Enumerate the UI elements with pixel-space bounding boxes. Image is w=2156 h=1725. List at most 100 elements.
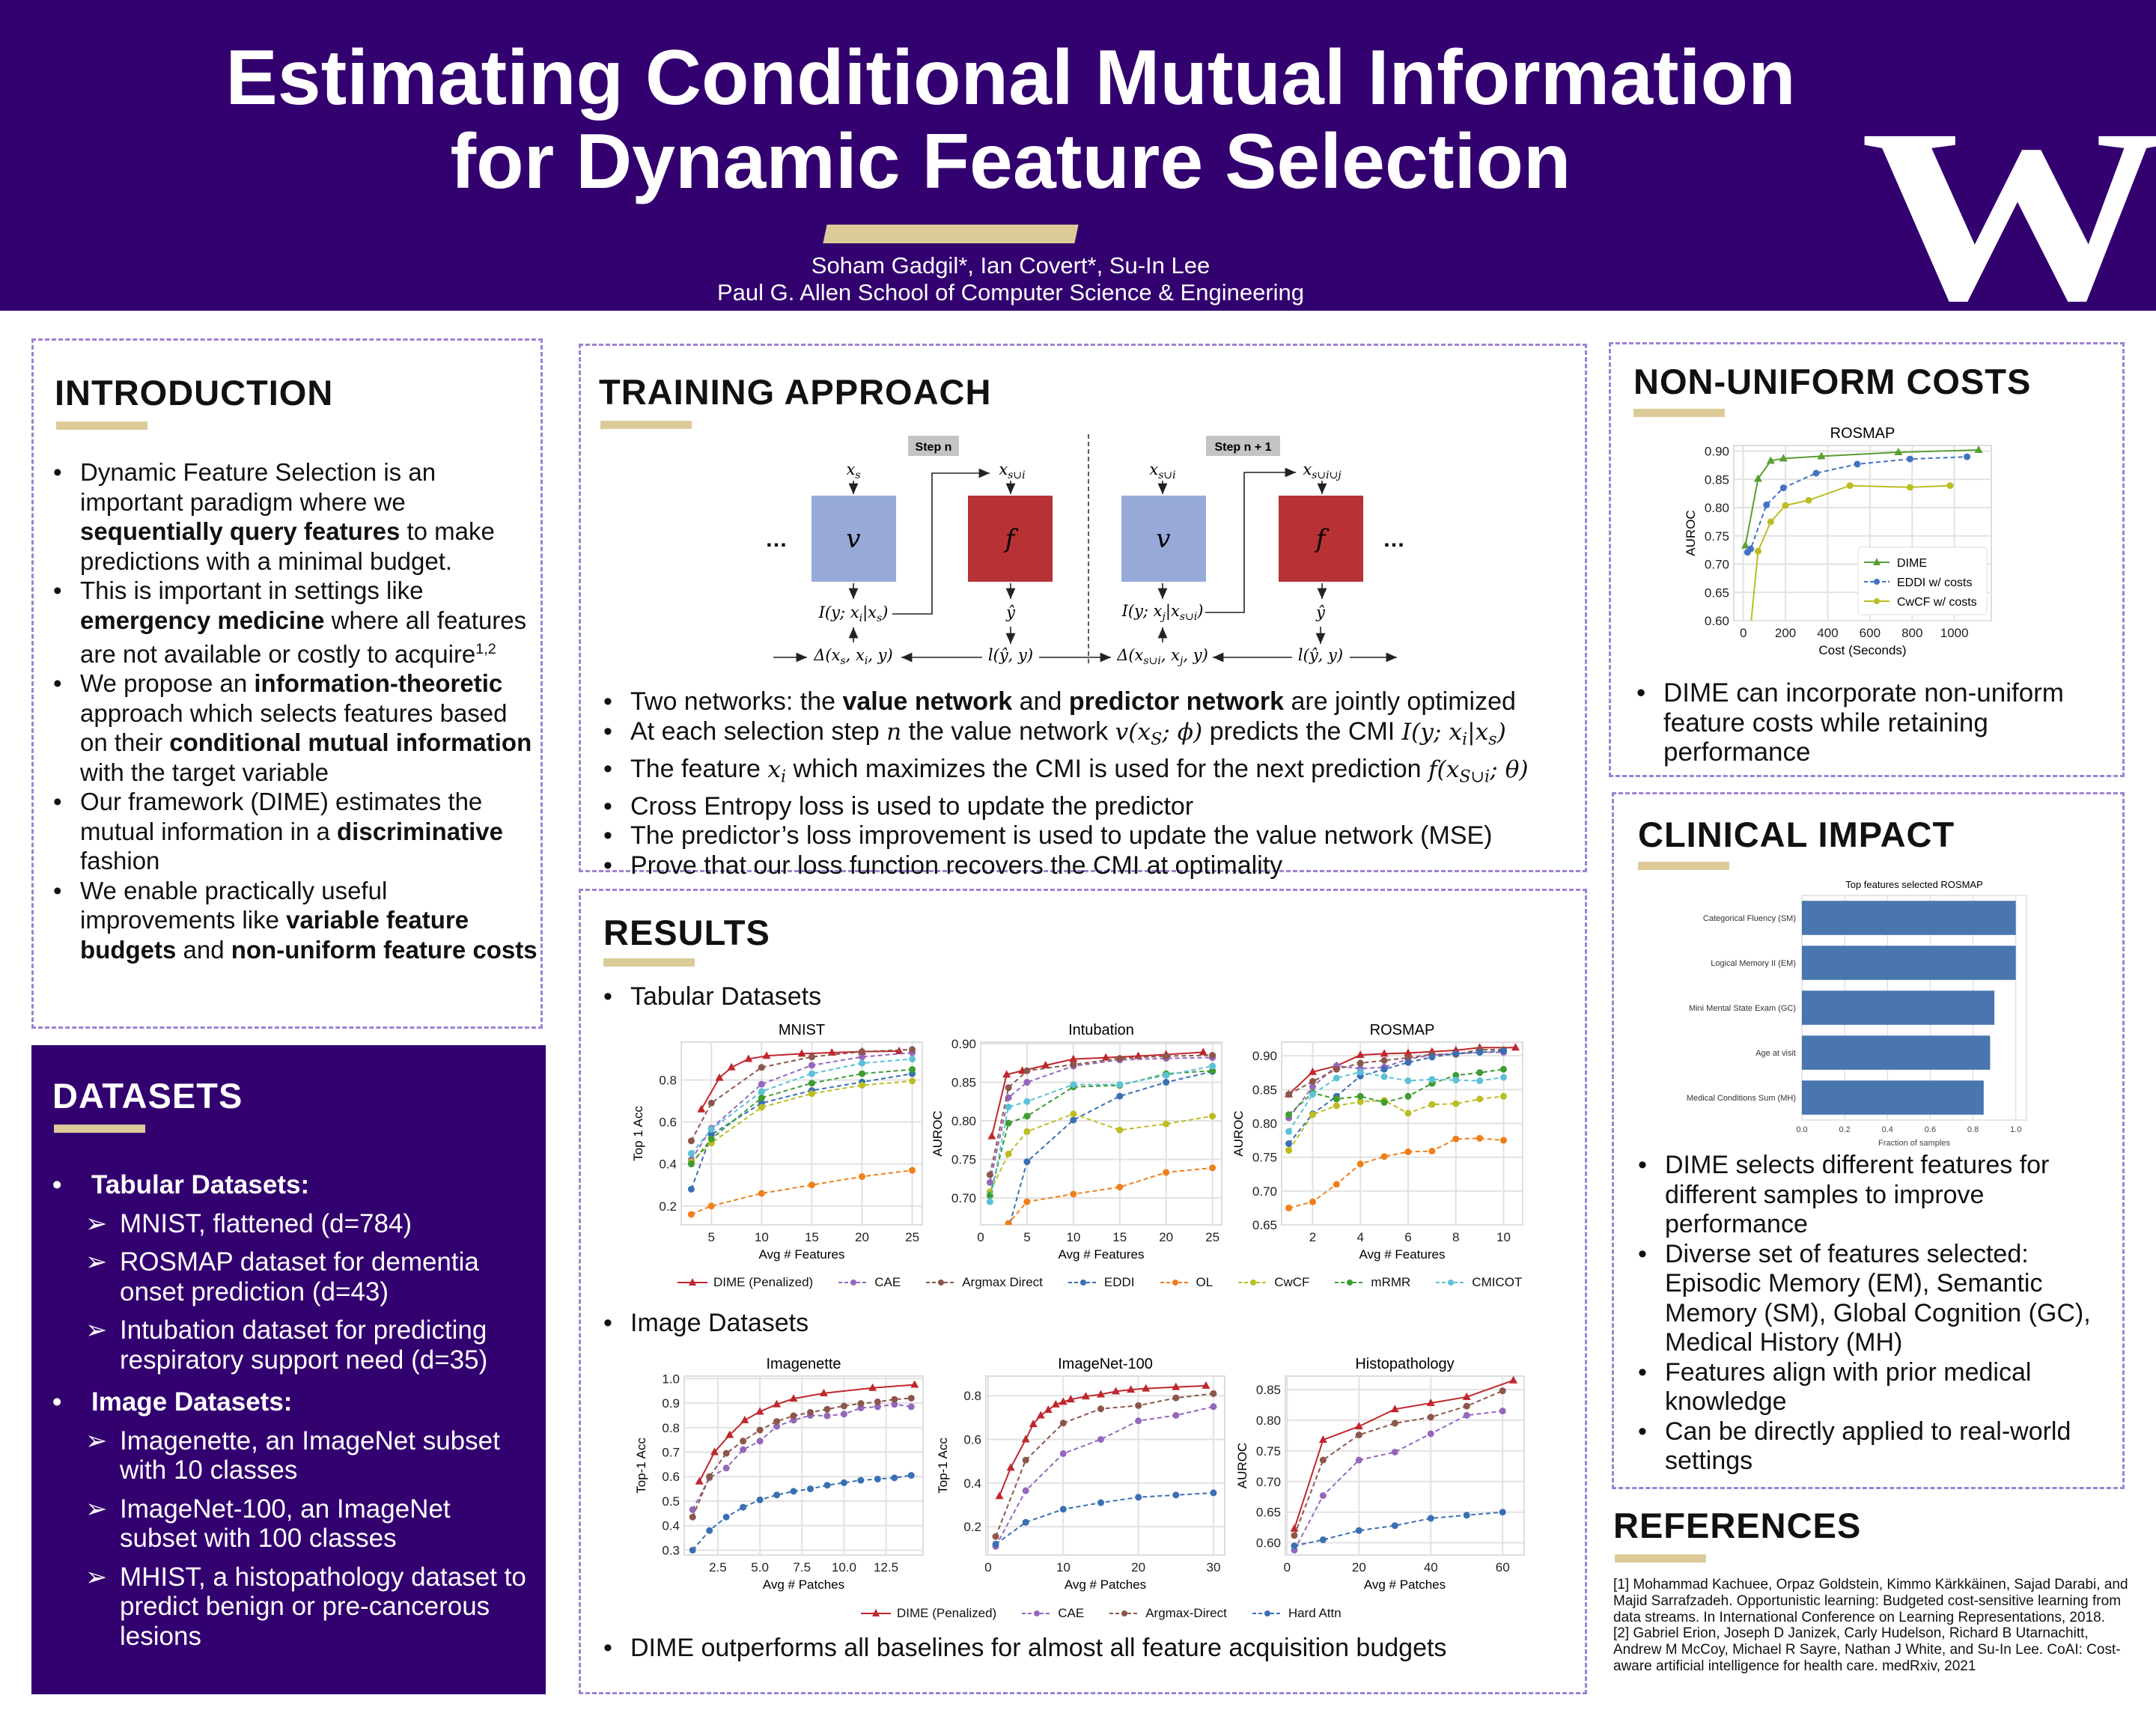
- data-point: [1476, 1134, 1484, 1142]
- x-tick-label: 20: [855, 1230, 869, 1244]
- data-point: [707, 1135, 715, 1143]
- data-point: [808, 1062, 815, 1069]
- data-point: [1333, 1102, 1340, 1110]
- y-tick-label: 0.3: [662, 1543, 680, 1557]
- series-eddi-w-costs: [1744, 453, 1971, 556]
- chart-top-features: 0.0 0.2 0.4 0.6 0.8 1.0 Top features selected …: [1687, 879, 2027, 1148]
- data-point: [1509, 1376, 1518, 1384]
- data-point: [1391, 1522, 1398, 1530]
- text-segment: Two networks: the: [630, 687, 843, 716]
- uw-logo: W: [1860, 120, 2156, 311]
- data-point: [1404, 1077, 1412, 1085]
- data-point: [1499, 1092, 1507, 1100]
- data-point: [907, 1394, 915, 1402]
- data-point: [1199, 1047, 1208, 1056]
- series-cwcf: [986, 1110, 1216, 1196]
- bold-text: emergency medicine: [80, 606, 325, 634]
- data-point: [1452, 1100, 1460, 1107]
- training-bullets: Two networks: the value network and pred…: [603, 687, 1577, 880]
- heading-underline: [1615, 1554, 1706, 1563]
- data-point: [1142, 1384, 1151, 1392]
- category-label: Medical Conditions Sum (MH): [1687, 1094, 1796, 1103]
- data-point: [740, 1503, 747, 1511]
- legend-label: Argmax-Direct: [1145, 1606, 1227, 1620]
- chart-title: Intubation: [1068, 1022, 1134, 1038]
- data-point: [1051, 1399, 1060, 1408]
- x-tick-label: 4: [1356, 1230, 1363, 1244]
- data-point: [1356, 1050, 1365, 1059]
- y-tick-label: 0.90: [1252, 1049, 1277, 1063]
- data-point: [891, 1474, 898, 1482]
- training-heading: TRAINING APPROACH: [599, 372, 992, 412]
- legend-swatch: [1068, 1280, 1098, 1286]
- series-line: [698, 1384, 915, 1482]
- legend-swatch: [1160, 1280, 1190, 1286]
- data-point: [1066, 1395, 1075, 1403]
- data-point: [1309, 1111, 1316, 1119]
- chart-title: ImageNet-100: [1058, 1356, 1153, 1372]
- category-label: Age at visit: [1755, 1049, 1796, 1058]
- y-tick-label: 0.70: [951, 1191, 976, 1205]
- math-text: f(x: [1428, 755, 1460, 783]
- step-label: Step n: [916, 441, 952, 454]
- data-point: [1163, 1071, 1170, 1079]
- plot-area: [985, 1375, 1225, 1556]
- data-point: [1172, 1394, 1180, 1402]
- data-point: [859, 1081, 865, 1089]
- selection-arrow: [1205, 467, 1296, 613]
- cmi-label: I(y; xi|xs): [818, 603, 889, 624]
- series-ol: [1005, 1164, 1216, 1225]
- data-point: [1390, 1405, 1399, 1413]
- x-axis-label: Fraction of samples: [1878, 1139, 1950, 1148]
- x-axis-label: Avg # Patches: [1364, 1578, 1446, 1592]
- y-tick-label: 0.85: [1252, 1083, 1277, 1097]
- data-point: [1309, 1077, 1316, 1085]
- bold-text: conditional mutual information: [169, 728, 532, 757]
- series-argmax-direct: [689, 1394, 915, 1521]
- data-point: [687, 1137, 695, 1145]
- heading-underline: [603, 958, 695, 967]
- data-point: [1059, 1449, 1067, 1457]
- data-point: [823, 1412, 831, 1420]
- x-tick-label: 0.0: [1796, 1125, 1807, 1134]
- y-tick-label: 0.60: [1256, 1536, 1281, 1551]
- introduction-bullets: Dynamic Feature Selection is an importan…: [53, 457, 540, 964]
- x-tick-label: 400: [1817, 626, 1838, 640]
- y-tick-label: 0.65: [1705, 585, 1729, 600]
- data-point: [1499, 1137, 1507, 1144]
- x-axis-label: Avg # Features: [759, 1247, 845, 1262]
- data-point: [1023, 1158, 1031, 1166]
- tabular-bullet: Tabular Datasets: [603, 982, 1277, 1012]
- results-heading: RESULTS: [603, 913, 770, 952]
- dataset-group-tabular: Tabular Datasets: MNIST, flattened (d=78…: [52, 1170, 532, 1375]
- data-point: [1974, 445, 1983, 454]
- data-point: [1005, 1094, 1012, 1101]
- data-point: [1380, 1073, 1388, 1080]
- x-tick-label: 25: [1205, 1230, 1219, 1244]
- data-point: [808, 1080, 815, 1087]
- data-point: [909, 1065, 916, 1073]
- y-tick-label: 0.60: [1705, 614, 1729, 628]
- data-point: [995, 1491, 1004, 1500]
- y-tick-label: 0.70: [1705, 558, 1729, 572]
- legend-item: Hard Attn: [1252, 1606, 1342, 1621]
- data-point: [1812, 469, 1820, 477]
- data-point: [987, 1131, 996, 1140]
- data-point: [868, 1383, 877, 1391]
- data-point: [1333, 1181, 1340, 1188]
- chart-mnist: 0.2 0.4 0.6 0.8 5 10 15 20 25 MNIST Avg # Features…: [631, 1022, 923, 1262]
- y-tick-label: 0.4: [963, 1476, 981, 1491]
- y-tick-label: 0.8: [662, 1421, 680, 1435]
- legend-label: EDDI: [1103, 1275, 1135, 1289]
- x-axis-label: Cost (Seconds): [1818, 643, 1906, 657]
- legend-swatch: [1335, 1280, 1365, 1286]
- data-point: [689, 1546, 696, 1554]
- x-tick-label: 30: [1206, 1560, 1220, 1575]
- datasets-heading: DATASETS: [52, 1076, 243, 1116]
- text-segment: Features align with prior medical knowle…: [1665, 1357, 2032, 1417]
- data-point: [1499, 1408, 1506, 1415]
- chart-title: Top features selected ROSMAP: [1845, 879, 1983, 890]
- label-part: , y): [868, 646, 892, 664]
- data-point: [697, 1104, 706, 1113]
- input-xsuiuj: xs∪i∪j: [1303, 460, 1342, 481]
